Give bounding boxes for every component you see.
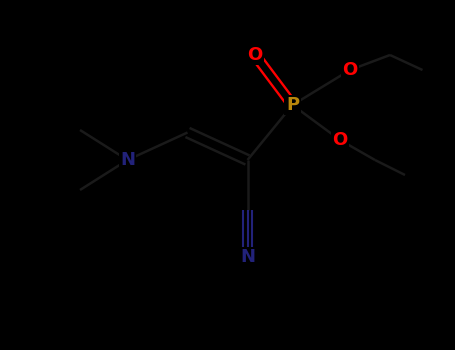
Text: O: O — [342, 61, 358, 79]
Text: O: O — [332, 131, 348, 149]
Text: N: N — [120, 151, 135, 169]
Text: N: N — [240, 248, 255, 266]
Text: P: P — [286, 96, 299, 114]
Text: O: O — [248, 46, 263, 64]
